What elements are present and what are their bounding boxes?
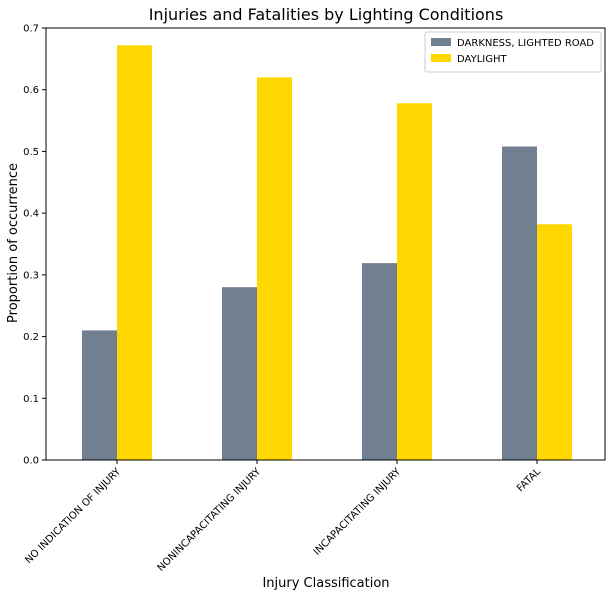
y-tick-label-7: 0.7 (23, 24, 39, 35)
legend-label-1: DAYLIGHT (457, 54, 507, 65)
legend-box (424, 31, 602, 73)
y-tick-label-0: 0.0 (23, 456, 39, 467)
y-tick-label-5: 0.5 (23, 147, 39, 158)
x-axis-label: Injury Classification (262, 576, 389, 591)
y-tick-label-4: 0.4 (23, 209, 39, 220)
y-axis-label: Proportion of occurrence (6, 163, 21, 323)
bar-darkness-1 (222, 287, 257, 460)
bar-darkness-2 (362, 263, 397, 460)
bar-darkness-0 (82, 330, 117, 460)
legend-swatch-0 (431, 38, 451, 46)
bar-daylight-2 (397, 103, 432, 460)
chart-title: Injuries and Fatalities by Lighting Cond… (149, 5, 504, 24)
y-tick-label-6: 0.6 (23, 85, 39, 96)
y-tick-label-3: 0.3 (23, 270, 39, 281)
y-tick-label-1: 0.1 (23, 394, 39, 405)
bar-daylight-3 (537, 224, 572, 460)
axes-frame (45, 27, 606, 461)
bar-daylight-0 (117, 45, 152, 460)
bar-darkness-3 (502, 146, 537, 460)
bar-daylight-1 (257, 77, 292, 460)
legend-swatch-1 (431, 54, 451, 62)
y-tick-label-2: 0.2 (23, 332, 39, 343)
legend-label-0: DARKNESS, LIGHTED ROAD (457, 38, 594, 49)
legend: DARKNESS, LIGHTED ROAD DAYLIGHT (424, 31, 602, 73)
